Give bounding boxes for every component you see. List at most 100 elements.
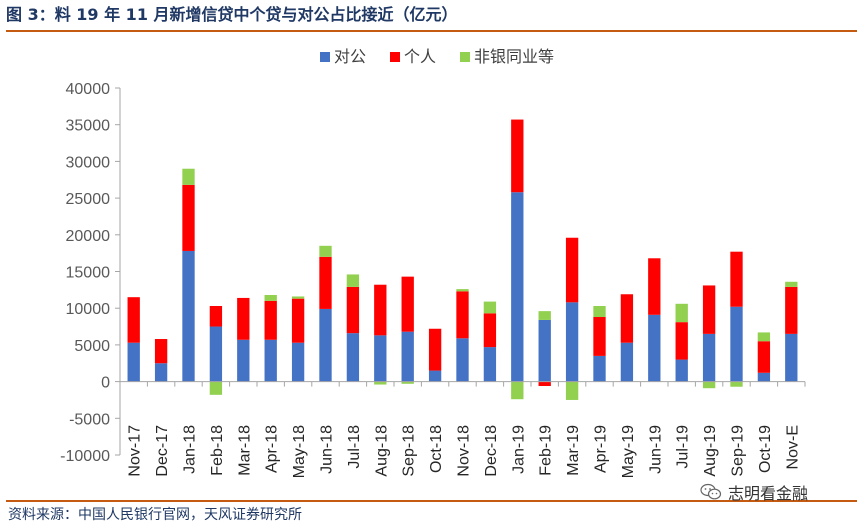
y-tick-label: 30000 xyxy=(66,154,111,171)
bar-segment-corporate xyxy=(346,333,360,382)
bar-segment-nonbank xyxy=(538,311,551,320)
bar-segment-household xyxy=(237,297,250,340)
bar-segment-corporate xyxy=(511,192,524,382)
x-tick-label: Jun-19 xyxy=(647,425,664,474)
bar-segment-corporate xyxy=(456,338,469,382)
bar-segment-nonbank xyxy=(319,245,332,257)
bar-segment-corporate xyxy=(757,372,771,382)
bar-segment-corporate xyxy=(209,326,223,382)
bar-segment-household xyxy=(374,284,387,336)
legend-label: 非银同业等 xyxy=(474,47,554,66)
bar-segment-nonbank xyxy=(565,381,579,400)
x-tick-label: Feb-19 xyxy=(538,425,555,476)
x-tick-label: Dec-18 xyxy=(483,425,500,477)
x-tick-label: Jan-19 xyxy=(510,425,527,474)
x-tick-label: Feb-18 xyxy=(209,425,226,476)
x-tick-label: Oct-19 xyxy=(757,425,774,473)
bar-segment-corporate xyxy=(483,347,497,382)
x-tick-label: May-18 xyxy=(291,425,308,477)
x-tick-label: Oct-18 xyxy=(428,425,445,473)
stacked-bar-chart: -10000 -5000 0 5000 10000 15000 20000 25000 3000… xyxy=(60,47,806,477)
bar-segment-nonbank xyxy=(483,301,497,314)
x-tick-label: Jul-18 xyxy=(346,425,363,469)
legend-swatch xyxy=(460,52,470,62)
bar-segment-household xyxy=(593,317,606,356)
title-divider xyxy=(6,30,857,32)
bar-segment-household xyxy=(785,286,798,334)
wechat-icon xyxy=(700,483,722,500)
x-tick-label: Sep-19 xyxy=(730,425,747,477)
bar-segment-corporate xyxy=(593,355,606,382)
bar-segment-corporate xyxy=(374,335,387,382)
bar-segment-household xyxy=(538,381,551,387)
bar-segment-household xyxy=(620,294,634,343)
x-tick-label: Sep-18 xyxy=(401,425,418,477)
legend-label: 个人 xyxy=(404,47,436,66)
x-tick-label: Mar-18 xyxy=(236,425,253,476)
watermark-label: 志明看金融 xyxy=(728,484,809,503)
bar-segment-household xyxy=(483,313,497,348)
y-tick-label: 35000 xyxy=(66,118,111,135)
bar-segment-corporate xyxy=(702,333,716,382)
bar-segment-household xyxy=(702,285,716,334)
bar-segment-household xyxy=(757,341,771,373)
bar-segment-household xyxy=(209,305,223,327)
bar-segment-household xyxy=(511,119,524,193)
bar-segment-corporate xyxy=(538,319,551,382)
y-tick-label: 0 xyxy=(101,375,110,392)
y-tick-label: 5000 xyxy=(74,338,110,355)
bar-segment-corporate xyxy=(154,363,168,382)
bar-segment-corporate xyxy=(237,339,250,382)
bar-segment-corporate xyxy=(620,342,634,382)
bar-segment-corporate xyxy=(785,333,798,382)
x-tick-label: Nov-17 xyxy=(127,425,144,477)
bar-segment-household xyxy=(648,258,661,315)
bar-segment-nonbank xyxy=(291,296,305,299)
bar-segment-nonbank xyxy=(374,381,387,385)
y-tick-label: -10000 xyxy=(60,448,110,465)
bar-segment-household xyxy=(154,339,168,364)
bar-segment-corporate xyxy=(291,342,305,382)
bar-segment-nonbank xyxy=(702,381,716,389)
x-tick-label: Jul-19 xyxy=(675,425,692,469)
bar-segment-household xyxy=(319,256,332,309)
legend-swatch xyxy=(320,52,330,62)
legend-swatch xyxy=(390,52,400,62)
bar-segment-nonbank xyxy=(730,381,743,387)
bar-segment-nonbank xyxy=(593,305,606,318)
bar-segment-corporate xyxy=(319,308,332,382)
y-tick-label: 25000 xyxy=(66,191,111,208)
x-tick-label: Mar-19 xyxy=(565,425,582,476)
x-tick-label: Apr-19 xyxy=(593,425,610,473)
bar-segment-corporate xyxy=(675,359,688,382)
y-tick-label: -5000 xyxy=(69,411,110,428)
bar-segment-household xyxy=(346,286,360,334)
bar-segment-household xyxy=(182,184,195,251)
x-tick-label: Aug-19 xyxy=(702,425,719,477)
bar-segment-household xyxy=(264,300,277,340)
bar-segment-nonbank xyxy=(264,294,277,301)
watermark: 志明看金融 xyxy=(700,479,808,505)
bar-segment-nonbank xyxy=(511,381,524,400)
bar-segment-nonbank xyxy=(757,332,771,342)
bar-segment-nonbank xyxy=(182,168,195,185)
bar-segment-household xyxy=(127,297,140,343)
y-tick-label: 10000 xyxy=(66,301,111,318)
y-tick-label: 20000 xyxy=(66,228,111,245)
bar-segment-corporate xyxy=(428,370,442,382)
y-tick-label: 40000 xyxy=(66,81,111,98)
y-tick-label: 15000 xyxy=(66,265,111,282)
bar-segment-corporate xyxy=(182,250,195,382)
bar-segment-household xyxy=(401,276,414,332)
x-tick-label: Aug-18 xyxy=(373,425,390,477)
bar-segment-nonbank xyxy=(209,381,223,395)
x-tick-label: Nov-18 xyxy=(456,425,473,477)
bar-segment-corporate xyxy=(730,306,743,382)
bar-segment-nonbank xyxy=(675,303,688,323)
bar-segment-corporate xyxy=(565,302,579,382)
x-tick-label: Apr-18 xyxy=(264,425,281,473)
bar-segment-household xyxy=(675,322,688,360)
bar-segment-household xyxy=(730,251,743,307)
bar-segment-nonbank xyxy=(346,274,360,287)
bar-segment-household xyxy=(428,328,442,371)
